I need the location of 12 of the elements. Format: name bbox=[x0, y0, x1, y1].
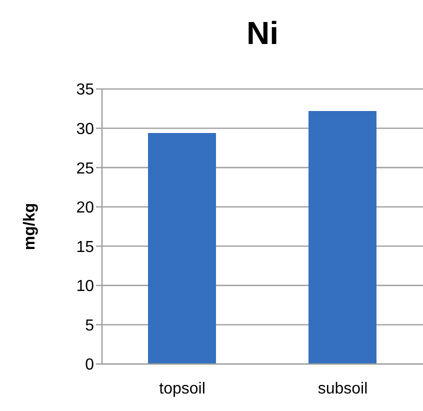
y-tick-label: 30 bbox=[76, 120, 94, 138]
y-tick-label: 25 bbox=[76, 160, 94, 178]
y-tick-label: 5 bbox=[85, 317, 94, 334]
chart-title: Ni bbox=[246, 14, 280, 52]
y-tick-label: 35 bbox=[76, 82, 94, 99]
x-tick-label: subsoil bbox=[318, 380, 368, 398]
y-tick-label: 20 bbox=[76, 200, 94, 217]
y-axis-title: mg/kg bbox=[22, 202, 38, 250]
x-tick-label: topsoil bbox=[159, 380, 206, 398]
y-tick-label: 15 bbox=[76, 238, 94, 256]
y-tick-label: 10 bbox=[76, 278, 94, 296]
y-tick-label: 0 bbox=[85, 356, 94, 374]
